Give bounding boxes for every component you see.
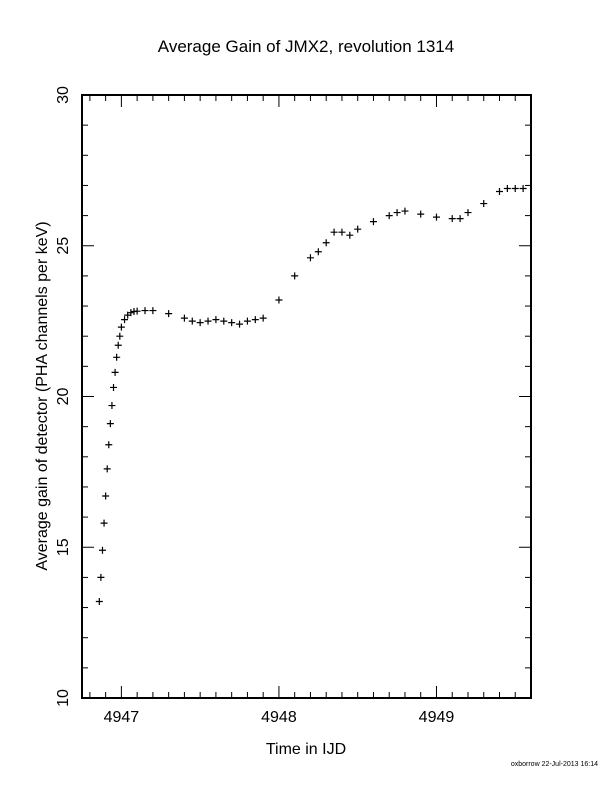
y-tick-label: 15 xyxy=(55,538,72,556)
data-point xyxy=(180,314,188,322)
data-point xyxy=(106,420,114,428)
data-point xyxy=(432,213,440,221)
x-tick-label: 4949 xyxy=(419,709,455,726)
data-point xyxy=(511,184,519,192)
data-point xyxy=(149,307,157,315)
y-tick-label: 10 xyxy=(55,689,72,707)
data-point xyxy=(110,383,118,391)
data-point xyxy=(204,317,212,325)
x-tick-label: 4947 xyxy=(104,709,140,726)
data-point xyxy=(98,546,106,554)
plot-frame xyxy=(81,94,532,699)
x-axis-label: Time in IJD xyxy=(266,741,346,758)
data-point xyxy=(116,332,124,340)
data-point xyxy=(314,248,322,256)
data-point xyxy=(220,317,228,325)
data-point xyxy=(401,207,409,215)
data-point xyxy=(121,316,129,324)
data-point xyxy=(338,228,346,236)
x-tick-label: 4948 xyxy=(261,709,297,726)
axis-ticks xyxy=(82,94,532,699)
data-point xyxy=(330,228,338,236)
y-tick-label: 30 xyxy=(55,86,72,104)
data-point xyxy=(113,353,121,361)
data-point xyxy=(133,307,141,315)
data-point xyxy=(385,212,393,220)
data-point xyxy=(306,254,314,262)
data-point xyxy=(127,309,135,317)
y-tick-labels: 10 15 20 25 30 xyxy=(55,86,72,707)
data-point xyxy=(495,187,503,195)
data-points xyxy=(95,184,527,606)
data-point xyxy=(228,319,236,327)
chart-title: Average Gain of JMX2, revolution 1314 xyxy=(158,37,454,56)
data-point xyxy=(105,441,113,449)
data-point xyxy=(95,598,103,606)
data-point xyxy=(103,465,111,473)
data-point xyxy=(480,200,488,208)
data-point xyxy=(236,320,244,328)
data-point xyxy=(100,519,108,527)
data-point xyxy=(251,316,259,324)
footer-credit: oxborrow 22-Jul-2013 16:14 xyxy=(510,761,598,768)
data-point xyxy=(464,209,472,217)
data-point xyxy=(275,296,283,304)
data-point xyxy=(393,209,401,217)
y-tick-label: 20 xyxy=(55,388,72,406)
data-point xyxy=(114,341,122,349)
data-point xyxy=(97,573,105,581)
data-point xyxy=(141,307,149,315)
data-point xyxy=(354,225,362,233)
data-point xyxy=(243,317,251,325)
data-point xyxy=(503,184,511,192)
y-axis-label: Average gain of detector (PHA channels p… xyxy=(34,221,51,570)
data-point xyxy=(519,184,527,192)
data-point xyxy=(322,239,330,247)
data-point xyxy=(196,319,204,327)
data-point xyxy=(212,316,220,324)
data-point xyxy=(188,317,196,325)
data-point xyxy=(346,231,354,239)
data-point xyxy=(369,218,377,226)
data-point xyxy=(448,215,456,223)
y-tick-label: 25 xyxy=(55,237,72,255)
data-point xyxy=(456,215,464,223)
data-point xyxy=(291,272,299,280)
data-point xyxy=(417,210,425,218)
x-tick-labels: 4947 4948 4949 xyxy=(104,709,455,726)
data-point xyxy=(108,402,116,410)
data-point xyxy=(165,310,173,318)
data-point xyxy=(117,323,125,331)
data-point xyxy=(259,314,267,322)
data-point xyxy=(111,368,119,376)
data-point xyxy=(102,492,110,500)
